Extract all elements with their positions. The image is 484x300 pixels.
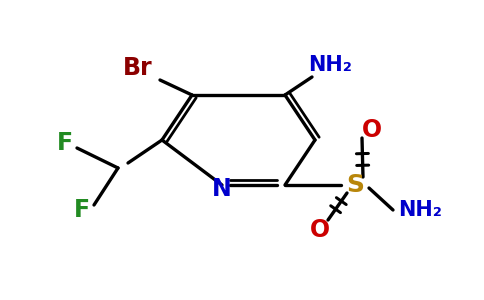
Text: NH₂: NH₂: [308, 55, 352, 75]
Text: S: S: [346, 173, 364, 197]
Text: O: O: [362, 118, 382, 142]
Text: Br: Br: [123, 56, 153, 80]
Text: F: F: [57, 131, 73, 155]
Text: N: N: [212, 177, 232, 201]
Text: F: F: [74, 198, 90, 222]
Text: NH₂: NH₂: [398, 200, 442, 220]
Text: O: O: [310, 218, 330, 242]
